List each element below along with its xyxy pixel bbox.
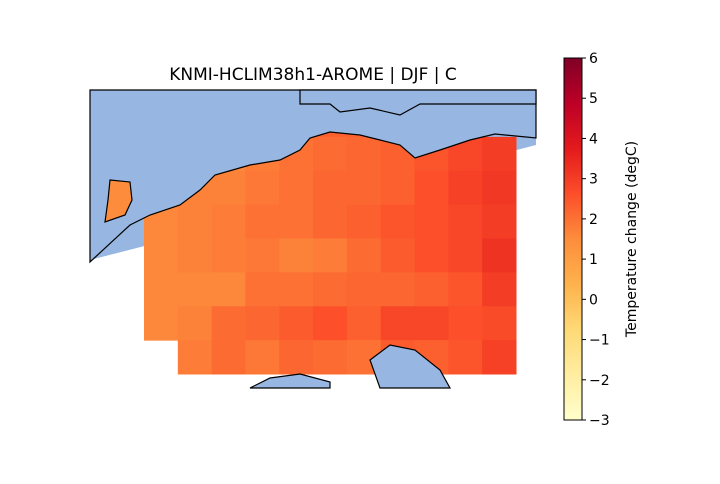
grid-cell — [313, 136, 348, 172]
grid-cell — [279, 238, 314, 273]
grid-cell — [313, 272, 348, 307]
grid-cell — [380, 238, 416, 273]
grid-cell — [313, 238, 348, 273]
sea — [369, 344, 452, 389]
grid-cell — [177, 204, 213, 239]
grid-cell — [482, 306, 517, 341]
grid-cell — [448, 204, 483, 239]
grid-cell — [177, 340, 213, 375]
grid-cell — [346, 170, 382, 206]
colorbar-tick-label: −2 — [589, 373, 610, 389]
colorbar-tick-label: 0 — [589, 292, 598, 308]
land — [104, 179, 133, 223]
grid-cell — [414, 306, 449, 341]
grid-cell — [448, 306, 483, 341]
colorbar-tick-label: 5 — [589, 91, 598, 107]
grid-cell — [414, 204, 449, 239]
grid-cell — [245, 204, 280, 239]
grid-cell — [211, 204, 246, 239]
grid-cell — [313, 170, 348, 206]
grid-cell — [482, 204, 517, 239]
grid-cell — [448, 170, 483, 206]
grid-cell — [177, 272, 213, 307]
sea — [249, 373, 331, 389]
grid-cell — [211, 272, 246, 307]
grid-cell — [448, 238, 483, 273]
grid-cell — [414, 238, 449, 273]
grid-cell — [245, 170, 280, 206]
grid-cell — [346, 306, 382, 341]
sea — [89, 89, 537, 264]
grid-cell — [380, 272, 416, 307]
grid-cell — [380, 306, 416, 341]
grid-cell — [346, 204, 382, 239]
chart-title: KNMI-HCLIM38h1-AROME | DJF | C — [169, 65, 457, 85]
grid-cell — [211, 306, 246, 341]
sea — [299, 89, 537, 116]
grid-cell — [144, 238, 179, 273]
grid-cell — [313, 340, 348, 375]
grid-cell — [346, 272, 382, 307]
grid-cell — [482, 238, 517, 273]
grid-cell — [211, 340, 246, 375]
grid-cell — [177, 306, 213, 341]
grid-cell — [211, 170, 246, 206]
grid-cell — [177, 238, 213, 273]
colorbar-tick-label: 6 — [589, 51, 598, 67]
grid-cell — [279, 204, 314, 239]
grid-cell — [346, 136, 382, 172]
colorbar-tick-label: −1 — [589, 333, 610, 349]
grid-cell — [279, 272, 314, 307]
colorbar-tick-label: 2 — [589, 212, 598, 228]
grid-cell — [482, 136, 517, 172]
grid-cell — [245, 306, 280, 341]
grid-cell — [482, 272, 517, 307]
grid-cell — [279, 306, 314, 341]
colorbar-label: Temperature change (degC) — [624, 141, 640, 338]
colorbar-tick-label: 4 — [589, 131, 598, 147]
grid-cell — [211, 238, 246, 273]
grid-cell — [346, 238, 382, 273]
grid-cell — [245, 340, 280, 375]
grid-cell — [380, 170, 416, 206]
colorbar-tick-label: 3 — [589, 172, 598, 188]
colorbar — [563, 57, 583, 421]
grid-cell — [482, 170, 517, 206]
colorbar-tick-label: 1 — [589, 252, 598, 268]
grid-cell — [448, 340, 483, 375]
grid-cell — [313, 204, 348, 239]
grid-cell — [313, 306, 348, 341]
grid-cell — [414, 170, 449, 206]
grid-cell — [245, 238, 280, 273]
grid-cell — [144, 272, 179, 307]
grid-cell — [380, 204, 416, 239]
map — [89, 89, 537, 389]
grid-cell — [448, 272, 483, 307]
grid-cell — [144, 306, 179, 341]
colorbar-tick-label: −3 — [589, 413, 610, 429]
grid-cell — [414, 272, 449, 307]
grid-cell — [279, 170, 314, 206]
grid-cell — [482, 340, 517, 375]
grid-cell — [245, 272, 280, 307]
grid-cell — [279, 340, 314, 375]
